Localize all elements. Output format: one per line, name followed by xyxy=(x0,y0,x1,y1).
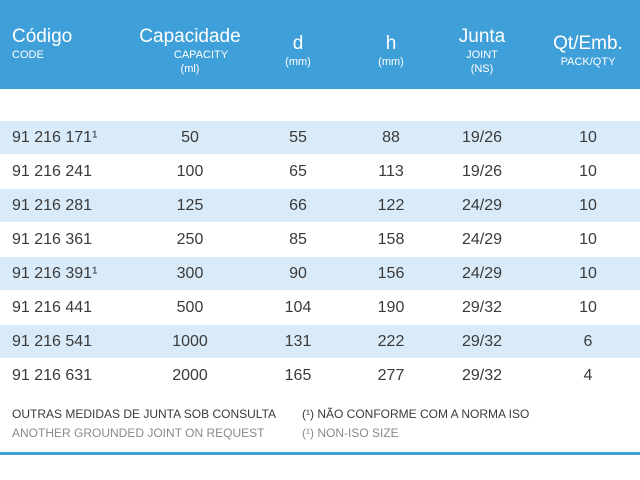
cell-qty: 10 xyxy=(579,163,597,180)
cell-h: 156 xyxy=(377,265,405,282)
cell-joint: 24/29 xyxy=(461,265,503,282)
header-d: d (mm) xyxy=(268,0,328,69)
cell-capacity: 125 xyxy=(176,197,204,214)
cell-qty: 10 xyxy=(579,231,597,248)
cell-h: 222 xyxy=(377,333,405,350)
cell-joint: 24/29 xyxy=(461,231,503,248)
header-pack-title: Qt/Emb. xyxy=(553,33,623,54)
cell-d: 85 xyxy=(289,231,307,248)
header-gap xyxy=(0,89,640,121)
cell-d: 90 xyxy=(289,265,307,282)
table-row: 91 216 541 1000 131 222 29/32 6 xyxy=(0,325,640,359)
cell-qty: 6 xyxy=(583,333,593,350)
bottom-divider xyxy=(0,452,640,455)
cell-joint: 19/26 xyxy=(461,129,503,146)
cell-code: 91 216 171¹ xyxy=(12,129,98,146)
header-h: h (mm) xyxy=(361,0,421,69)
table-row: 91 216 241 100 65 113 19/26 10 xyxy=(0,155,640,189)
cell-capacity: 2000 xyxy=(172,367,208,384)
header-capacity-subtitle: CAPACITY xyxy=(173,49,229,61)
cell-qty: 10 xyxy=(579,197,597,214)
cell-h: 158 xyxy=(377,231,405,248)
header-joint-subtitle: JOINT xyxy=(466,49,498,61)
header-h-title: h xyxy=(385,33,397,54)
cell-d: 65 xyxy=(289,163,307,180)
cell-qty: 10 xyxy=(579,265,597,282)
cell-code: 91 216 281 xyxy=(12,197,93,214)
cell-joint: 29/32 xyxy=(461,299,503,316)
cell-h: 122 xyxy=(377,197,405,214)
header-h-unit: (mm) xyxy=(378,56,404,68)
cell-d: 165 xyxy=(284,367,312,384)
cell-capacity: 300 xyxy=(176,265,204,282)
footnote-left: OUTRAS MEDIDAS DE JUNTA SOB CONSULTA ANO… xyxy=(12,405,276,443)
cell-code: 91 216 241 xyxy=(12,163,93,180)
footnote-left-en: ANOTHER GROUNDED JOINT ON REQUEST xyxy=(12,426,265,440)
cell-d: 66 xyxy=(289,197,307,214)
footnote-right: (¹) NÃO CONFORME COM A NORMA ISO (¹) NON… xyxy=(302,405,529,443)
header-joint-unit: (NS) xyxy=(470,63,494,75)
table-row: 91 216 441 500 104 190 29/32 10 xyxy=(0,291,640,325)
header-joint-title: Junta xyxy=(458,26,506,47)
cell-code: 91 216 391¹ xyxy=(12,265,98,282)
cell-d: 55 xyxy=(289,129,307,146)
cell-capacity: 500 xyxy=(176,299,204,316)
cell-code: 91 216 441 xyxy=(12,299,93,316)
table-row: 91 216 631 2000 165 277 29/32 4 xyxy=(0,359,640,393)
header-code: Código CODE xyxy=(12,0,132,62)
footnote-right-pt: (¹) NÃO CONFORME COM A NORMA ISO xyxy=(302,407,530,421)
table-row: 91 216 281 125 66 122 24/29 10 xyxy=(0,189,640,223)
cell-capacity: 250 xyxy=(176,231,204,248)
header-pack-subtitle: PACK/QTY xyxy=(560,56,616,68)
header-d-title: d xyxy=(292,33,304,54)
cell-h: 277 xyxy=(377,367,405,384)
header-code-title: Código xyxy=(12,26,73,47)
cell-h: 113 xyxy=(378,163,404,180)
cell-h: 88 xyxy=(382,129,400,146)
table-row: 91 216 361 250 85 158 24/29 10 xyxy=(0,223,640,257)
table-row: 91 216 171¹ 50 55 88 19/26 10 xyxy=(0,121,640,155)
cell-capacity: 100 xyxy=(176,163,204,180)
cell-qty: 10 xyxy=(579,129,597,146)
header-pack: Qt/Emb. PACK/QTY xyxy=(540,0,636,69)
cell-code: 91 216 541 xyxy=(12,333,93,350)
cell-joint: 29/32 xyxy=(461,367,503,384)
cell-qty: 10 xyxy=(579,299,597,316)
footnote-left-pt: OUTRAS MEDIDAS DE JUNTA SOB CONSULTA xyxy=(12,407,277,421)
header-capacity-title: Capacidade xyxy=(139,26,241,47)
cell-joint: 29/32 xyxy=(461,333,503,350)
table-header: Código CODE Capacidade CAPACITY (ml) d (… xyxy=(0,0,640,89)
header-capacity-unit: (ml) xyxy=(180,63,200,75)
cell-joint: 19/26 xyxy=(461,163,503,180)
cell-capacity: 1000 xyxy=(172,333,208,350)
cell-code: 91 216 631 xyxy=(12,367,93,384)
table-row: 91 216 391¹ 300 90 156 24/29 10 xyxy=(0,257,640,291)
cell-qty: 4 xyxy=(583,367,593,384)
cell-d: 131 xyxy=(284,333,312,350)
header-joint: Junta JOINT (NS) xyxy=(442,0,522,76)
header-code-subtitle: CODE xyxy=(12,49,44,61)
data-table: 91 216 171¹ 50 55 88 19/26 10 91 216 241… xyxy=(0,121,640,393)
cell-d: 104 xyxy=(284,299,312,316)
cell-joint: 24/29 xyxy=(461,197,503,214)
cell-capacity: 50 xyxy=(181,129,199,146)
cell-code: 91 216 361 xyxy=(12,231,93,248)
header-d-unit: (mm) xyxy=(285,56,311,68)
footnote-right-en: (¹) NON-ISO SIZE xyxy=(302,426,399,440)
header-capacity: Capacidade CAPACITY (ml) xyxy=(130,0,250,76)
cell-h: 190 xyxy=(377,299,405,316)
